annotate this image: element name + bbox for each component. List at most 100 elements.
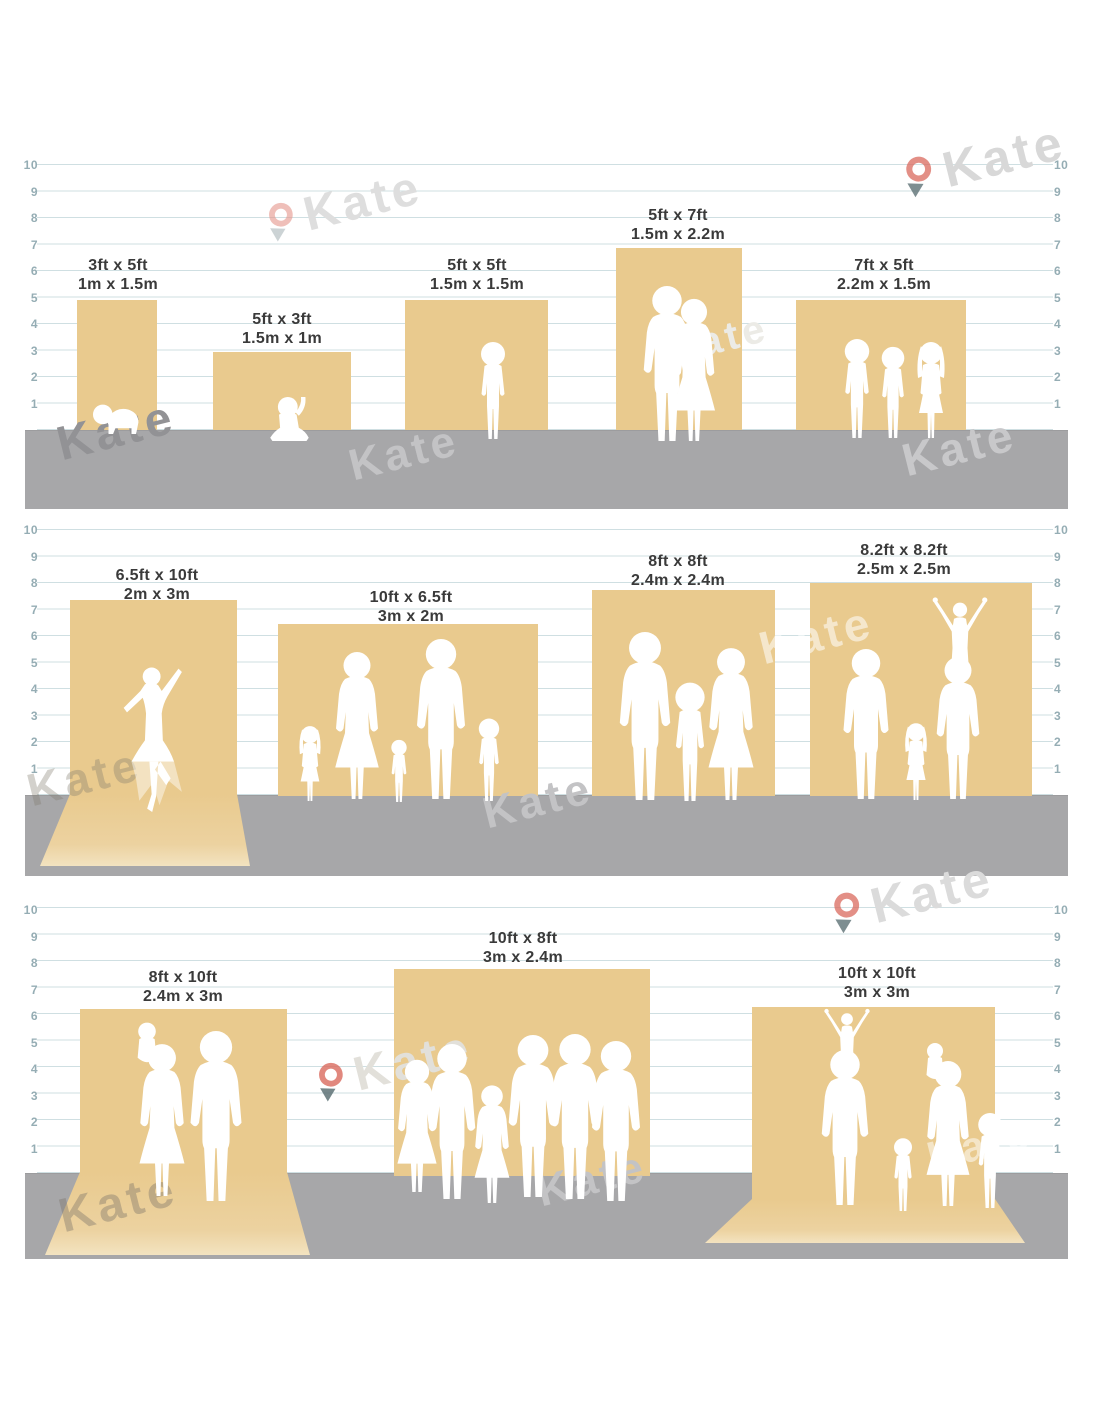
ruler-number: 2	[30, 735, 38, 749]
ruler-number: 6	[1054, 1009, 1062, 1023]
ruler-number: 8	[30, 956, 38, 970]
backdrop-10x10ft-wall	[752, 1007, 995, 1201]
size-feet: 6.5ft x 10ft	[115, 567, 199, 584]
ruler-number: 4	[30, 1062, 38, 1076]
ruler-numbers-right-row2: 10 9 8 7 6 5 4 3 2 1	[1054, 517, 1076, 782]
size-meters: 3m x 2m	[377, 608, 445, 625]
ruler-number: 2	[1054, 370, 1062, 384]
size-feet: 5ft x 3ft	[252, 311, 312, 328]
backdrop-label-10x6.5ft: 10ft x 6.5ft 3m x 2m	[326, 588, 496, 626]
ruler-numbers-left-row3: 10 9 8 7 6 5 4 3 2 1	[16, 897, 38, 1162]
ruler-number: 10	[23, 523, 38, 537]
backdrop-label-10x10ft: 10ft x 10ft 3m x 3m	[792, 964, 962, 1002]
ruler-number: 2	[1054, 735, 1062, 749]
size-feet: 10ft x 8ft	[488, 930, 558, 947]
backdrop-8x8ft	[592, 590, 775, 796]
ruler-number: 8	[30, 211, 38, 225]
size-meters: 3m x 3m	[843, 984, 911, 1001]
studio-floor-row1	[25, 430, 1068, 509]
size-meters: 3m x 2.4m	[482, 949, 564, 966]
ruler-number: 7	[30, 237, 38, 252]
backdrop-10x10ft-floor-sweep	[705, 1199, 1025, 1243]
ruler-number: 9	[1054, 929, 1062, 944]
ruler-number: 10	[23, 903, 38, 917]
size-feet: 8ft x 10ft	[148, 969, 218, 986]
backdrop-5x7ft	[616, 248, 742, 430]
backdrop-8.2x8.2ft	[810, 583, 1032, 796]
ruler-number: 1	[1054, 761, 1062, 776]
backdrop-label-5x5ft: 5ft x 5ft 1.5m x 1.5m	[392, 256, 562, 294]
backdrop-label-8x8ft: 8ft x 8ft 2.4m x 2.4m	[593, 552, 763, 590]
size-feet: 7ft x 5ft	[854, 257, 914, 274]
ruler-number: 6	[1054, 264, 1062, 278]
ruler-number: 9	[30, 929, 38, 944]
backdrop-6.5x10ft-wall	[70, 600, 237, 796]
ruler-number: 3	[1054, 708, 1062, 723]
ruler-numbers-left-row2: 10 9 8 7 6 5 4 3 2 1	[16, 517, 38, 782]
size-meters: 2.4m x 2.4m	[630, 572, 726, 589]
size-meters: 1.5m x 1m	[241, 330, 323, 347]
ruler-numbers-left-row1: 10 9 8 7 6 5 4 3 2 1	[16, 152, 38, 417]
ruler-number: 7	[30, 982, 38, 997]
ruler-number: 9	[1054, 549, 1062, 564]
backdrop-8x10ft-wall	[80, 1009, 287, 1174]
ruler-number: 3	[1054, 343, 1062, 358]
backdrop-8x10ft-floor-sweep	[45, 1172, 310, 1255]
ruler-number: 5	[30, 1035, 38, 1050]
backdrop-label-8.2x8.2ft: 8.2ft x 8.2ft 2.5m x 2.5m	[819, 541, 989, 579]
ruler-number: 2	[1054, 1115, 1062, 1129]
backdrop-3x5ft	[77, 300, 157, 430]
backdrop-6.5x10ft-floor-sweep	[40, 794, 250, 866]
size-meters: 2.4m x 3m	[142, 988, 224, 1005]
size-feet: 10ft x 6.5ft	[369, 589, 453, 606]
size-meters: 1.5m x 2.2m	[630, 226, 726, 243]
ruler-number: 8	[1054, 956, 1062, 970]
backdrop-5x5ft	[405, 300, 548, 430]
ruler-number: 8	[30, 576, 38, 590]
backdrop-7x5ft	[796, 300, 966, 430]
backdrop-label-3x5ft: 3ft x 5ft 1m x 1.5m	[33, 256, 203, 294]
ruler-number: 1	[1054, 396, 1062, 411]
size-meters: 2.5m x 2.5m	[856, 561, 952, 578]
ruler-number: 5	[30, 655, 38, 670]
size-meters: 1m x 1.5m	[77, 276, 159, 293]
ruler-number: 3	[30, 708, 38, 723]
ruler-number: 10	[1054, 903, 1069, 917]
ruler-number: 5	[1054, 290, 1062, 305]
ruler-number: 10	[23, 158, 38, 172]
ruler-number: 7	[1054, 237, 1062, 252]
ruler-numbers-right-row1: 10 9 8 7 6 5 4 3 2 1	[1054, 152, 1076, 417]
ruler-number: 3	[1054, 1088, 1062, 1103]
size-meters: 2m x 3m	[123, 586, 191, 603]
ruler-number: 4	[30, 682, 38, 696]
ruler-number: 8	[1054, 576, 1062, 590]
backdrop-5x3ft	[213, 352, 351, 430]
ruler-number: 6	[30, 264, 38, 278]
ruler-number: 6	[1054, 629, 1062, 643]
size-feet: 5ft x 5ft	[447, 257, 507, 274]
ruler-number: 1	[30, 761, 38, 776]
ruler-number: 3	[30, 343, 38, 358]
ruler-number: 5	[1054, 655, 1062, 670]
ruler-number: 9	[1054, 184, 1062, 199]
ruler-number: 8	[1054, 211, 1062, 225]
ruler-number: 6	[30, 1009, 38, 1023]
ruler-number: 6	[30, 629, 38, 643]
backdrop-label-10x8ft: 10ft x 8ft 3m x 2.4m	[438, 929, 608, 967]
size-feet: 10ft x 10ft	[838, 965, 916, 982]
size-meters: 1.5m x 1.5m	[429, 276, 525, 293]
ruler-number: 2	[30, 1115, 38, 1129]
ruler-number: 9	[30, 184, 38, 199]
ruler-numbers-right-row3: 10 9 8 7 6 5 4 3 2 1	[1054, 897, 1076, 1162]
ruler-number: 3	[30, 1088, 38, 1103]
backdrop-label-5x3ft: 5ft x 3ft 1.5m x 1m	[197, 310, 367, 348]
backdrop-label-6.5x10ft: 6.5ft x 10ft 2m x 3m	[72, 566, 242, 604]
ruler-number: 1	[30, 396, 38, 411]
ruler-number: 5	[30, 290, 38, 305]
ruler-number: 2	[30, 370, 38, 384]
backdrop-label-7x5ft: 7ft x 5ft 2.2m x 1.5m	[799, 256, 969, 294]
ruler-number: 7	[1054, 982, 1062, 997]
ruler-number: 1	[30, 1141, 38, 1156]
ruler-number: 9	[30, 549, 38, 564]
